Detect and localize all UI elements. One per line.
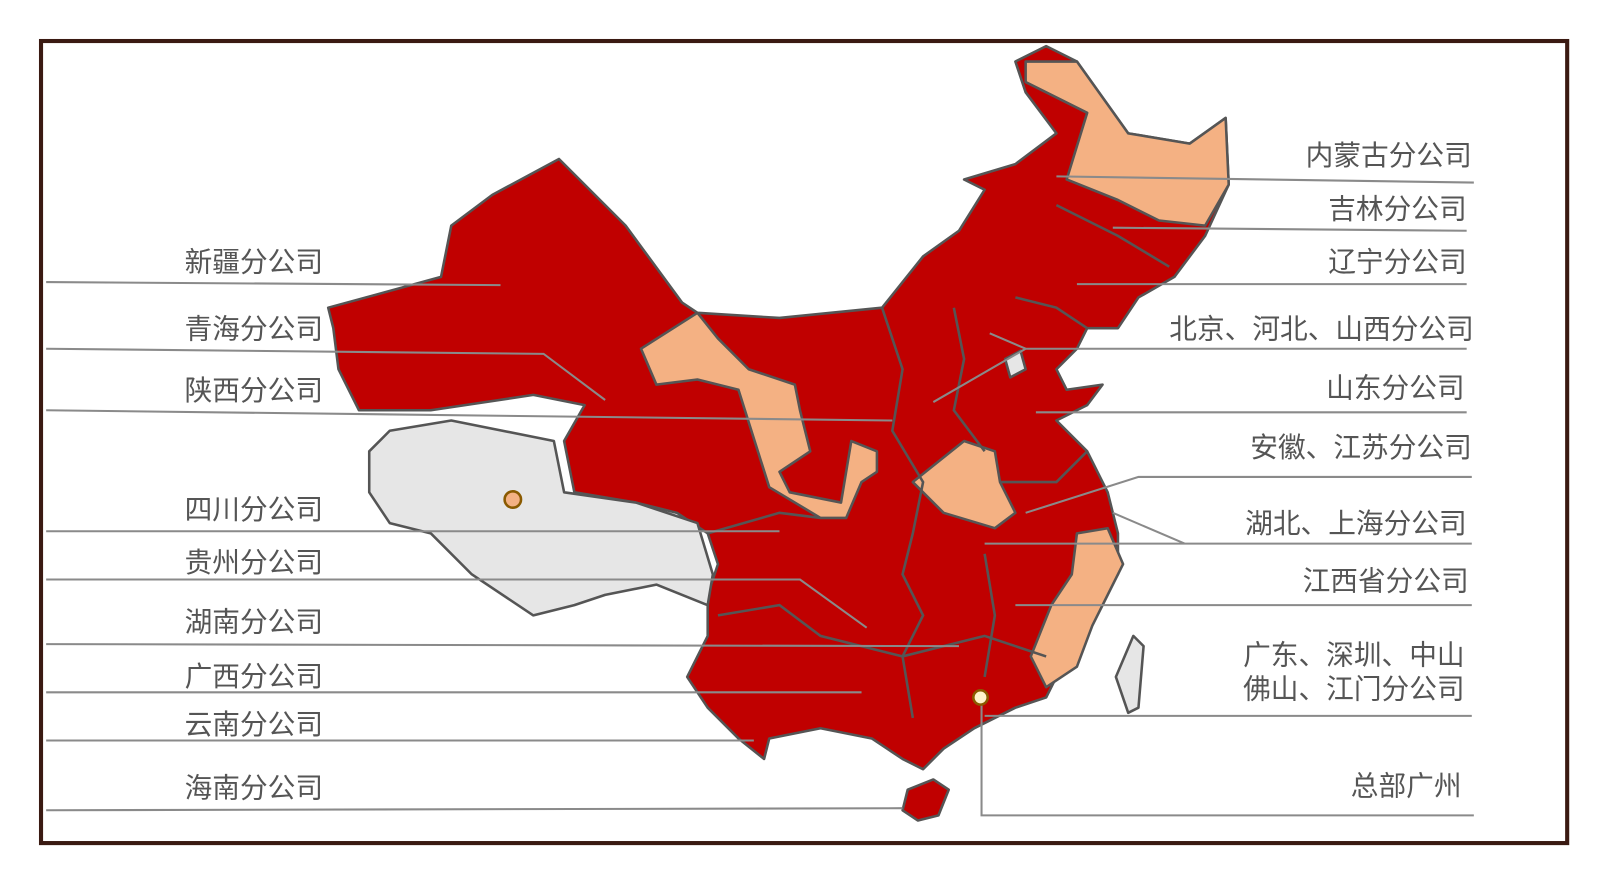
branch-label: 佛山、江门分公司 xyxy=(1243,672,1465,705)
leader-line xyxy=(1112,511,1186,545)
branch-label: 山东分公司 xyxy=(1326,372,1464,405)
branch-label: 吉林分公司 xyxy=(1328,192,1466,225)
branch-label: 湖南分公司 xyxy=(185,606,323,639)
branch-label: 四川分公司 xyxy=(185,493,323,526)
leader-line xyxy=(989,332,1027,350)
leader-line xyxy=(1056,175,1474,184)
border xyxy=(952,307,986,453)
hainan xyxy=(901,778,950,822)
region-light xyxy=(639,311,879,520)
leader-lines xyxy=(46,175,1474,817)
branch-label: 安徽、江苏分公司 xyxy=(1250,431,1472,464)
branch-label: 广西分公司 xyxy=(185,660,323,693)
border xyxy=(1015,296,1088,330)
region-light xyxy=(911,439,1017,530)
branch-label: 新疆分公司 xyxy=(185,246,323,279)
branch-label: 内蒙古分公司 xyxy=(1306,139,1472,172)
branch-label: 青海分公司 xyxy=(185,312,323,345)
taiwan xyxy=(1114,634,1145,715)
branch-label: 陕西分公司 xyxy=(185,374,323,407)
branch-label: 辽宁分公司 xyxy=(1328,246,1466,279)
leader-line xyxy=(46,347,606,401)
branch-label: 贵州分公司 xyxy=(185,546,323,579)
leader-line xyxy=(1112,226,1467,232)
office-dot xyxy=(503,489,523,509)
headquarters-label: 总部广州 xyxy=(1351,770,1462,803)
leader-line xyxy=(46,643,959,648)
border xyxy=(983,553,997,678)
region-light xyxy=(1024,60,1230,227)
branch-label: 湖北、上海分公司 xyxy=(1245,507,1467,540)
leader-line xyxy=(46,409,893,422)
border xyxy=(1055,203,1170,268)
branch-label: 北京、河北、山西分公司 xyxy=(1169,312,1474,345)
headquarters-dot xyxy=(972,688,989,706)
branch-label: 广东、深圳、中山 xyxy=(1243,638,1465,671)
leader-line xyxy=(980,697,1474,817)
border xyxy=(999,450,1089,484)
border xyxy=(880,307,925,719)
branch-label: 江西省分公司 xyxy=(1303,565,1469,598)
leader-line xyxy=(46,807,903,812)
leader-line xyxy=(46,578,868,629)
branch-label: 海南分公司 xyxy=(185,772,323,805)
region-light xyxy=(1029,526,1125,689)
leader-line xyxy=(1025,475,1472,514)
leader-line xyxy=(46,281,501,287)
border xyxy=(707,511,821,535)
map-shapes xyxy=(326,44,1230,822)
branch-label: 云南分公司 xyxy=(185,708,323,741)
